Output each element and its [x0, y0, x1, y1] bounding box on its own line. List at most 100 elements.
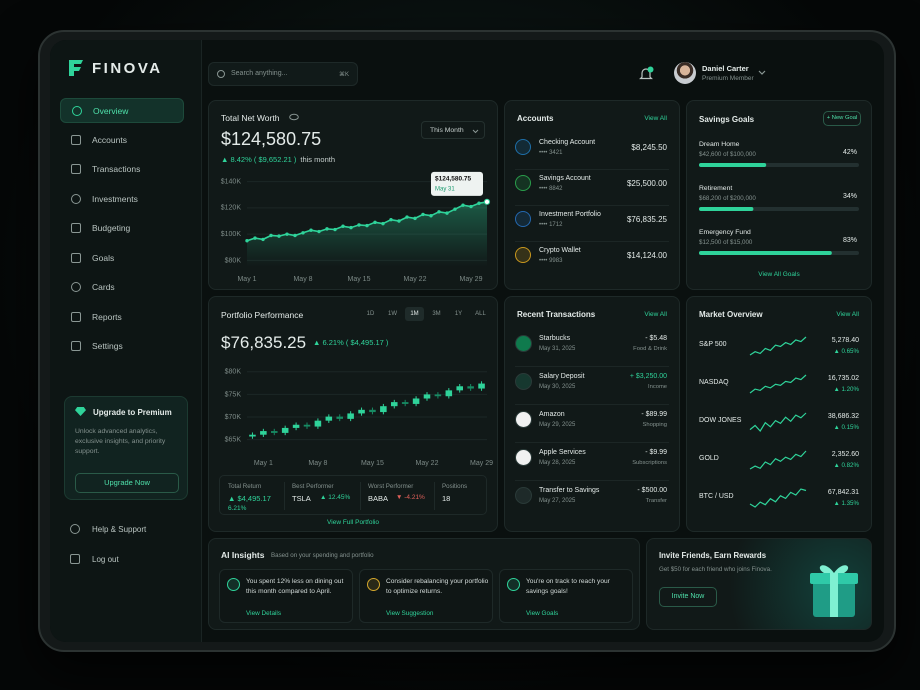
transaction-amount: - $89.99 — [641, 411, 667, 418]
insight-text: You're on track to reach your savings go… — [526, 578, 610, 595]
nav-item[interactable]: Cards — [60, 275, 184, 300]
transaction-category: Income — [647, 384, 667, 390]
y-tick-label: $75K — [225, 391, 242, 398]
user-avatar[interactable] — [674, 62, 696, 84]
x-tick-label: May 29 — [460, 276, 483, 283]
nav-label: Transactions — [92, 164, 141, 174]
insight-text: Consider rebalancing your portfolio to o… — [386, 578, 489, 595]
transactions-card: Recent Transactions View All Starbucks May … — [504, 296, 680, 532]
insight-text: You spent 12% less on dining out this mo… — [246, 578, 344, 595]
point — [445, 211, 449, 215]
nav-item[interactable]: Accounts — [60, 128, 184, 153]
search-box[interactable]: Search anything... ⌘K — [208, 62, 358, 86]
view-all-link[interactable]: View All — [836, 311, 859, 318]
period-dropdown[interactable]: This Month — [421, 121, 485, 139]
y-tick-label: $65K — [225, 437, 242, 444]
user-role: Premium Member — [702, 75, 754, 82]
invite-card: Invite Friends, Earn Rewards Get $50 for … — [646, 538, 872, 630]
point — [301, 231, 305, 235]
index-value: 38,686.32 — [827, 413, 859, 420]
point — [253, 236, 257, 240]
transaction-amount: + $3,250.00 — [629, 373, 667, 380]
new-goal-button[interactable]: + New Goal — [823, 111, 861, 126]
user-menu-chevron — [758, 70, 766, 75]
view-all-goals-link[interactable]: View All Goals — [758, 271, 800, 278]
point — [429, 214, 433, 218]
nav-label: Investments — [92, 193, 138, 204]
search-placeholder: Search anything... — [231, 70, 288, 77]
nav-item[interactable]: Overview — [60, 98, 184, 123]
premium-box: Upgrade to Premium Unlock advanced analyt… — [64, 396, 188, 500]
candle-body — [467, 386, 474, 389]
insight-link[interactable]: View Suggestion — [386, 610, 434, 617]
transaction-category: Subscriptions — [632, 460, 667, 466]
invite-button[interactable]: Invite Now — [659, 587, 717, 607]
view-portfolio-link[interactable]: View Full Portfolio — [327, 519, 379, 526]
insight-link[interactable]: View Goals — [526, 610, 559, 617]
nav-icon — [71, 164, 81, 174]
nav-item[interactable]: Reports — [60, 305, 184, 330]
view-all-link[interactable]: View All — [644, 115, 667, 122]
candle-body — [412, 398, 420, 404]
stat-value: 18 — [442, 494, 451, 503]
index-name: NASDAQ — [699, 379, 729, 386]
nav-item[interactable]: Goals — [60, 246, 184, 271]
range-button[interactable]: 3M — [432, 311, 441, 317]
divider — [515, 205, 669, 206]
premium-icon — [75, 407, 86, 416]
nav-icon — [72, 106, 82, 116]
x-tick-label: May 22 — [416, 460, 439, 467]
nav-item[interactable]: Settings — [60, 334, 184, 359]
nav-item[interactable]: Budgeting — [60, 216, 184, 241]
x-tick-label: May 15 — [348, 276, 371, 283]
candle-body — [380, 406, 387, 413]
area — [247, 201, 487, 267]
goal-percent: 42% — [842, 149, 857, 156]
stat-change: 6.21% — [228, 505, 247, 512]
point — [483, 198, 491, 205]
transaction-date: May 31, 2025 — [539, 346, 576, 352]
stat-label: Worst Performer — [368, 483, 414, 490]
range-button[interactable]: 1M — [405, 307, 424, 321]
account-balance: $14,124.00 — [626, 251, 667, 260]
gift-ribbon — [830, 573, 838, 617]
portfolio-value: $76,835.25 — [221, 333, 307, 352]
account-icon — [515, 247, 531, 263]
insight-link[interactable]: View Details — [246, 610, 282, 617]
bar-fill — [699, 251, 832, 255]
candle-body — [369, 409, 376, 413]
stat-change: ▼ -4.21% — [396, 494, 425, 501]
transaction-category: Transfer — [645, 498, 667, 504]
bar-fill — [699, 163, 767, 167]
invite-title: Invite Friends, Earn Rewards — [659, 551, 767, 560]
index-change: ▲ 0.65% — [833, 348, 859, 355]
candle-body — [445, 390, 453, 397]
footer-nav-item[interactable]: Log out — [70, 552, 180, 568]
point — [325, 227, 329, 231]
goal-progress: $42,600 of $100,000 — [699, 151, 756, 158]
account-name: Checking Account — [539, 139, 596, 146]
footer-nav-item[interactable]: Help & Support — [70, 522, 180, 538]
nav-item[interactable]: Transactions — [60, 157, 184, 182]
nav-item[interactable]: Investments — [60, 187, 184, 212]
sparkline — [749, 374, 807, 394]
account-number: •••• 3421 — [539, 150, 563, 156]
point — [357, 223, 361, 227]
card-title: Total Net Worth — [221, 113, 280, 123]
index-change: ▲ 1.35% — [833, 500, 859, 507]
index-value: 67,842.31 — [827, 489, 859, 496]
range-button[interactable]: 1D — [366, 311, 375, 317]
divider — [515, 480, 669, 481]
premium-button[interactable]: Upgrade Now — [75, 473, 179, 493]
range-button[interactable]: 1W — [388, 311, 397, 317]
index-name: S&P 500 — [699, 341, 727, 348]
period-label: This Month — [430, 127, 464, 134]
index-value: 2,352.60 — [831, 451, 859, 458]
range-button[interactable]: 1Y — [454, 311, 463, 317]
candle-body — [271, 431, 278, 433]
range-button[interactable]: ALL — [475, 311, 486, 317]
view-all-link[interactable]: View All — [644, 311, 667, 318]
stats-row: Total Return ▲ $4,495.17 6.21% Best Perform… — [219, 475, 487, 515]
point — [293, 233, 297, 238]
point — [405, 215, 409, 219]
